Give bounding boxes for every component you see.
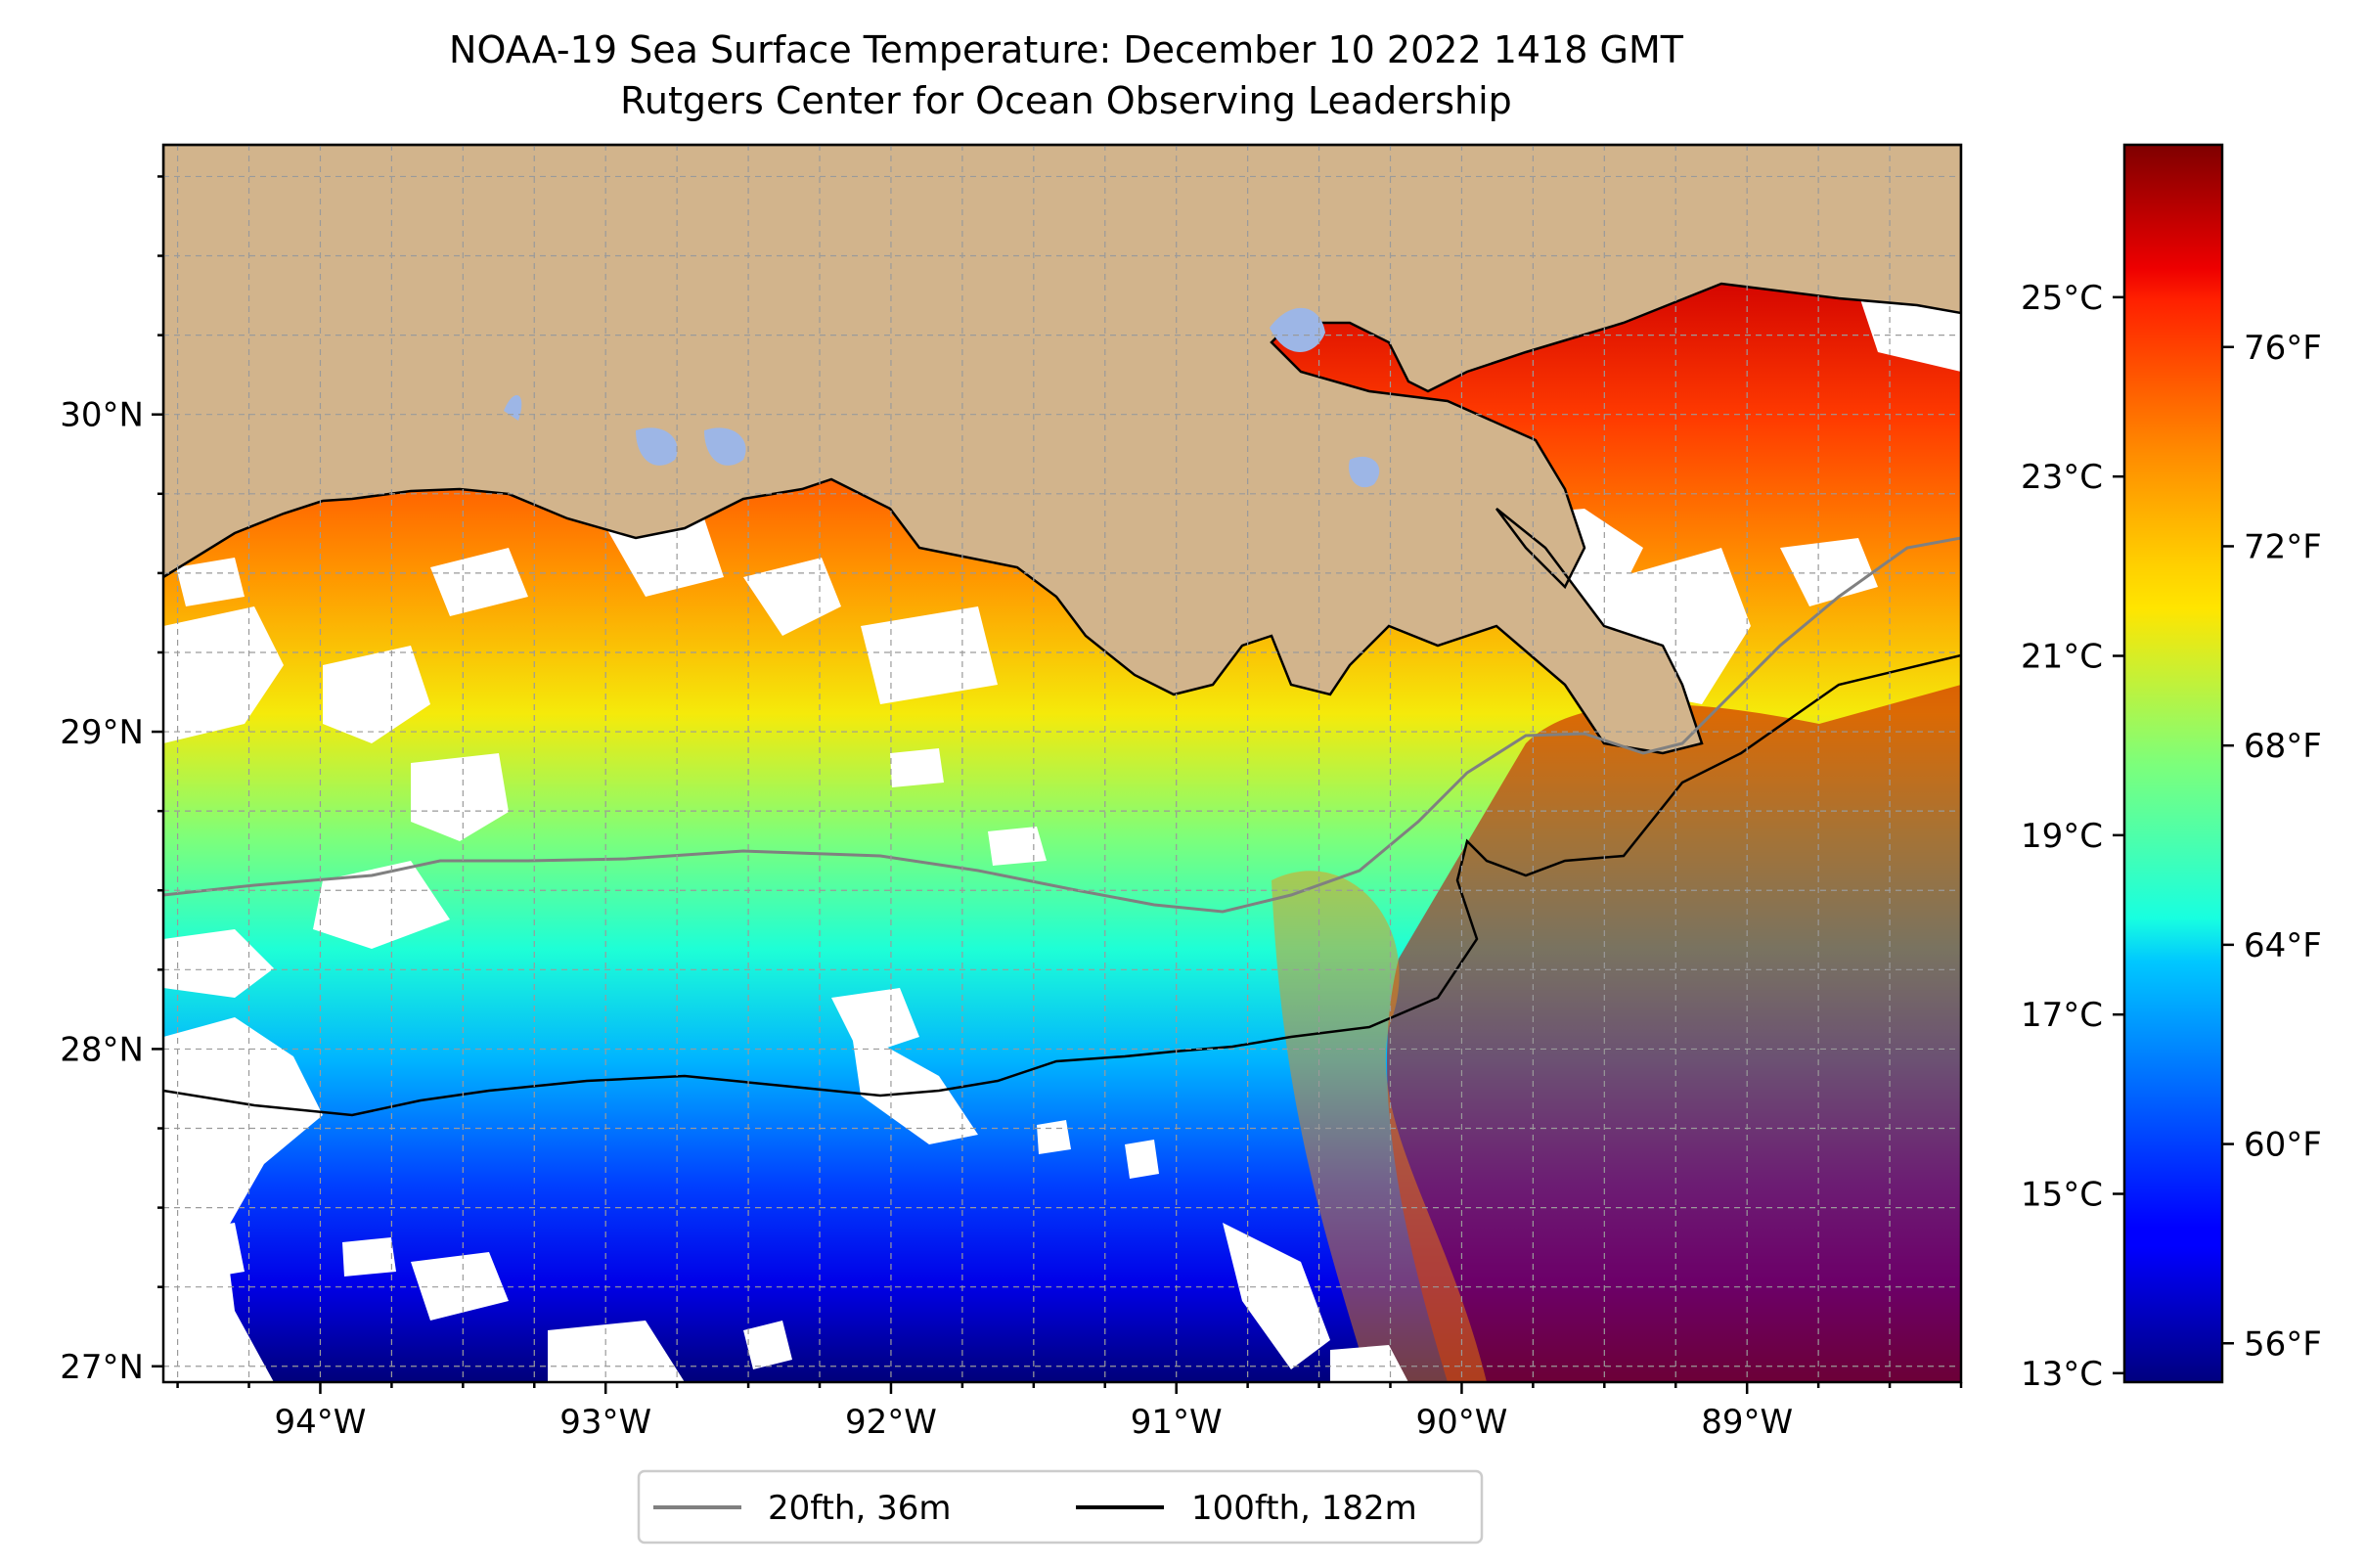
lon-tick-label: 94°W: [275, 1403, 367, 1442]
lon-tick-label: 89°W: [1701, 1403, 1793, 1442]
legend-label-100fth: 100fth, 182m: [1191, 1489, 1417, 1528]
land-mass: [163, 145, 1961, 755]
map-area: [163, 145, 1961, 1382]
colorbar: [2122, 143, 2224, 1384]
celsius-tick-label: 19°C: [2021, 817, 2103, 856]
celsius-tick-label: 21°C: [2021, 638, 2103, 677]
contour-100fth: [163, 653, 1961, 1117]
map-subtitle: Rutgers Center for Ocean Observing Leade…: [620, 79, 1512, 122]
celsius-tick-label: 23°C: [2021, 458, 2103, 497]
lon-tick-label: 92°W: [845, 1403, 937, 1442]
colorbar-ticks: [2113, 295, 2234, 1375]
legend-box: [637, 1469, 1484, 1545]
celsius-tick-label: 25°C: [2021, 279, 2103, 318]
legend: 20fth, 36m 100fth, 182m: [637, 1469, 1484, 1545]
lat-tick-label: 28°N: [60, 1030, 144, 1069]
lat-tick-label: 30°N: [60, 396, 144, 435]
longitude-labels: 94°W 93°W 92°W 91°W 90°W 89°W: [275, 1403, 1794, 1442]
lat-tick-label: 27°N: [60, 1348, 144, 1387]
colorbar-labels: 13°C 15°C 17°C 19°C 21°C 23°C 25°C 56°F 60°F 64°F…: [2021, 279, 2322, 1394]
legend-label-20fth: 20fth, 36m: [768, 1489, 952, 1528]
lat-tick-label: 29°N: [60, 713, 144, 752]
celsius-tick-label: 13°C: [2021, 1355, 2103, 1394]
graticule: [163, 145, 1961, 1382]
celsius-tick-label: 15°C: [2021, 1176, 2103, 1215]
lon-tick-label: 93°W: [559, 1403, 651, 1442]
latitude-labels: 30°N 29°N 28°N 27°N: [60, 396, 144, 1387]
axis-ticks: [152, 175, 1963, 1394]
lon-tick-label: 91°W: [1131, 1403, 1223, 1442]
filament: [1272, 871, 1487, 1382]
fahrenheit-tick-label: 68°F: [2244, 727, 2322, 766]
contour-20fth: [163, 536, 1961, 914]
fahrenheit-tick-label: 64°F: [2244, 926, 2322, 965]
lon-tick-label: 90°W: [1415, 1403, 1507, 1442]
fahrenheit-tick-label: 56°F: [2244, 1324, 2322, 1364]
fahrenheit-tick-label: 72°F: [2244, 527, 2322, 566]
fahrenheit-tick-label: 60°F: [2244, 1126, 2322, 1165]
inland-lakes: [504, 307, 1380, 488]
map-title: NOAA-19 Sea Surface Temperature: Decembe…: [449, 28, 1683, 71]
fahrenheit-tick-label: 76°F: [2244, 329, 2322, 368]
celsius-tick-label: 17°C: [2021, 996, 2103, 1035]
map-frame: [161, 143, 1963, 1384]
